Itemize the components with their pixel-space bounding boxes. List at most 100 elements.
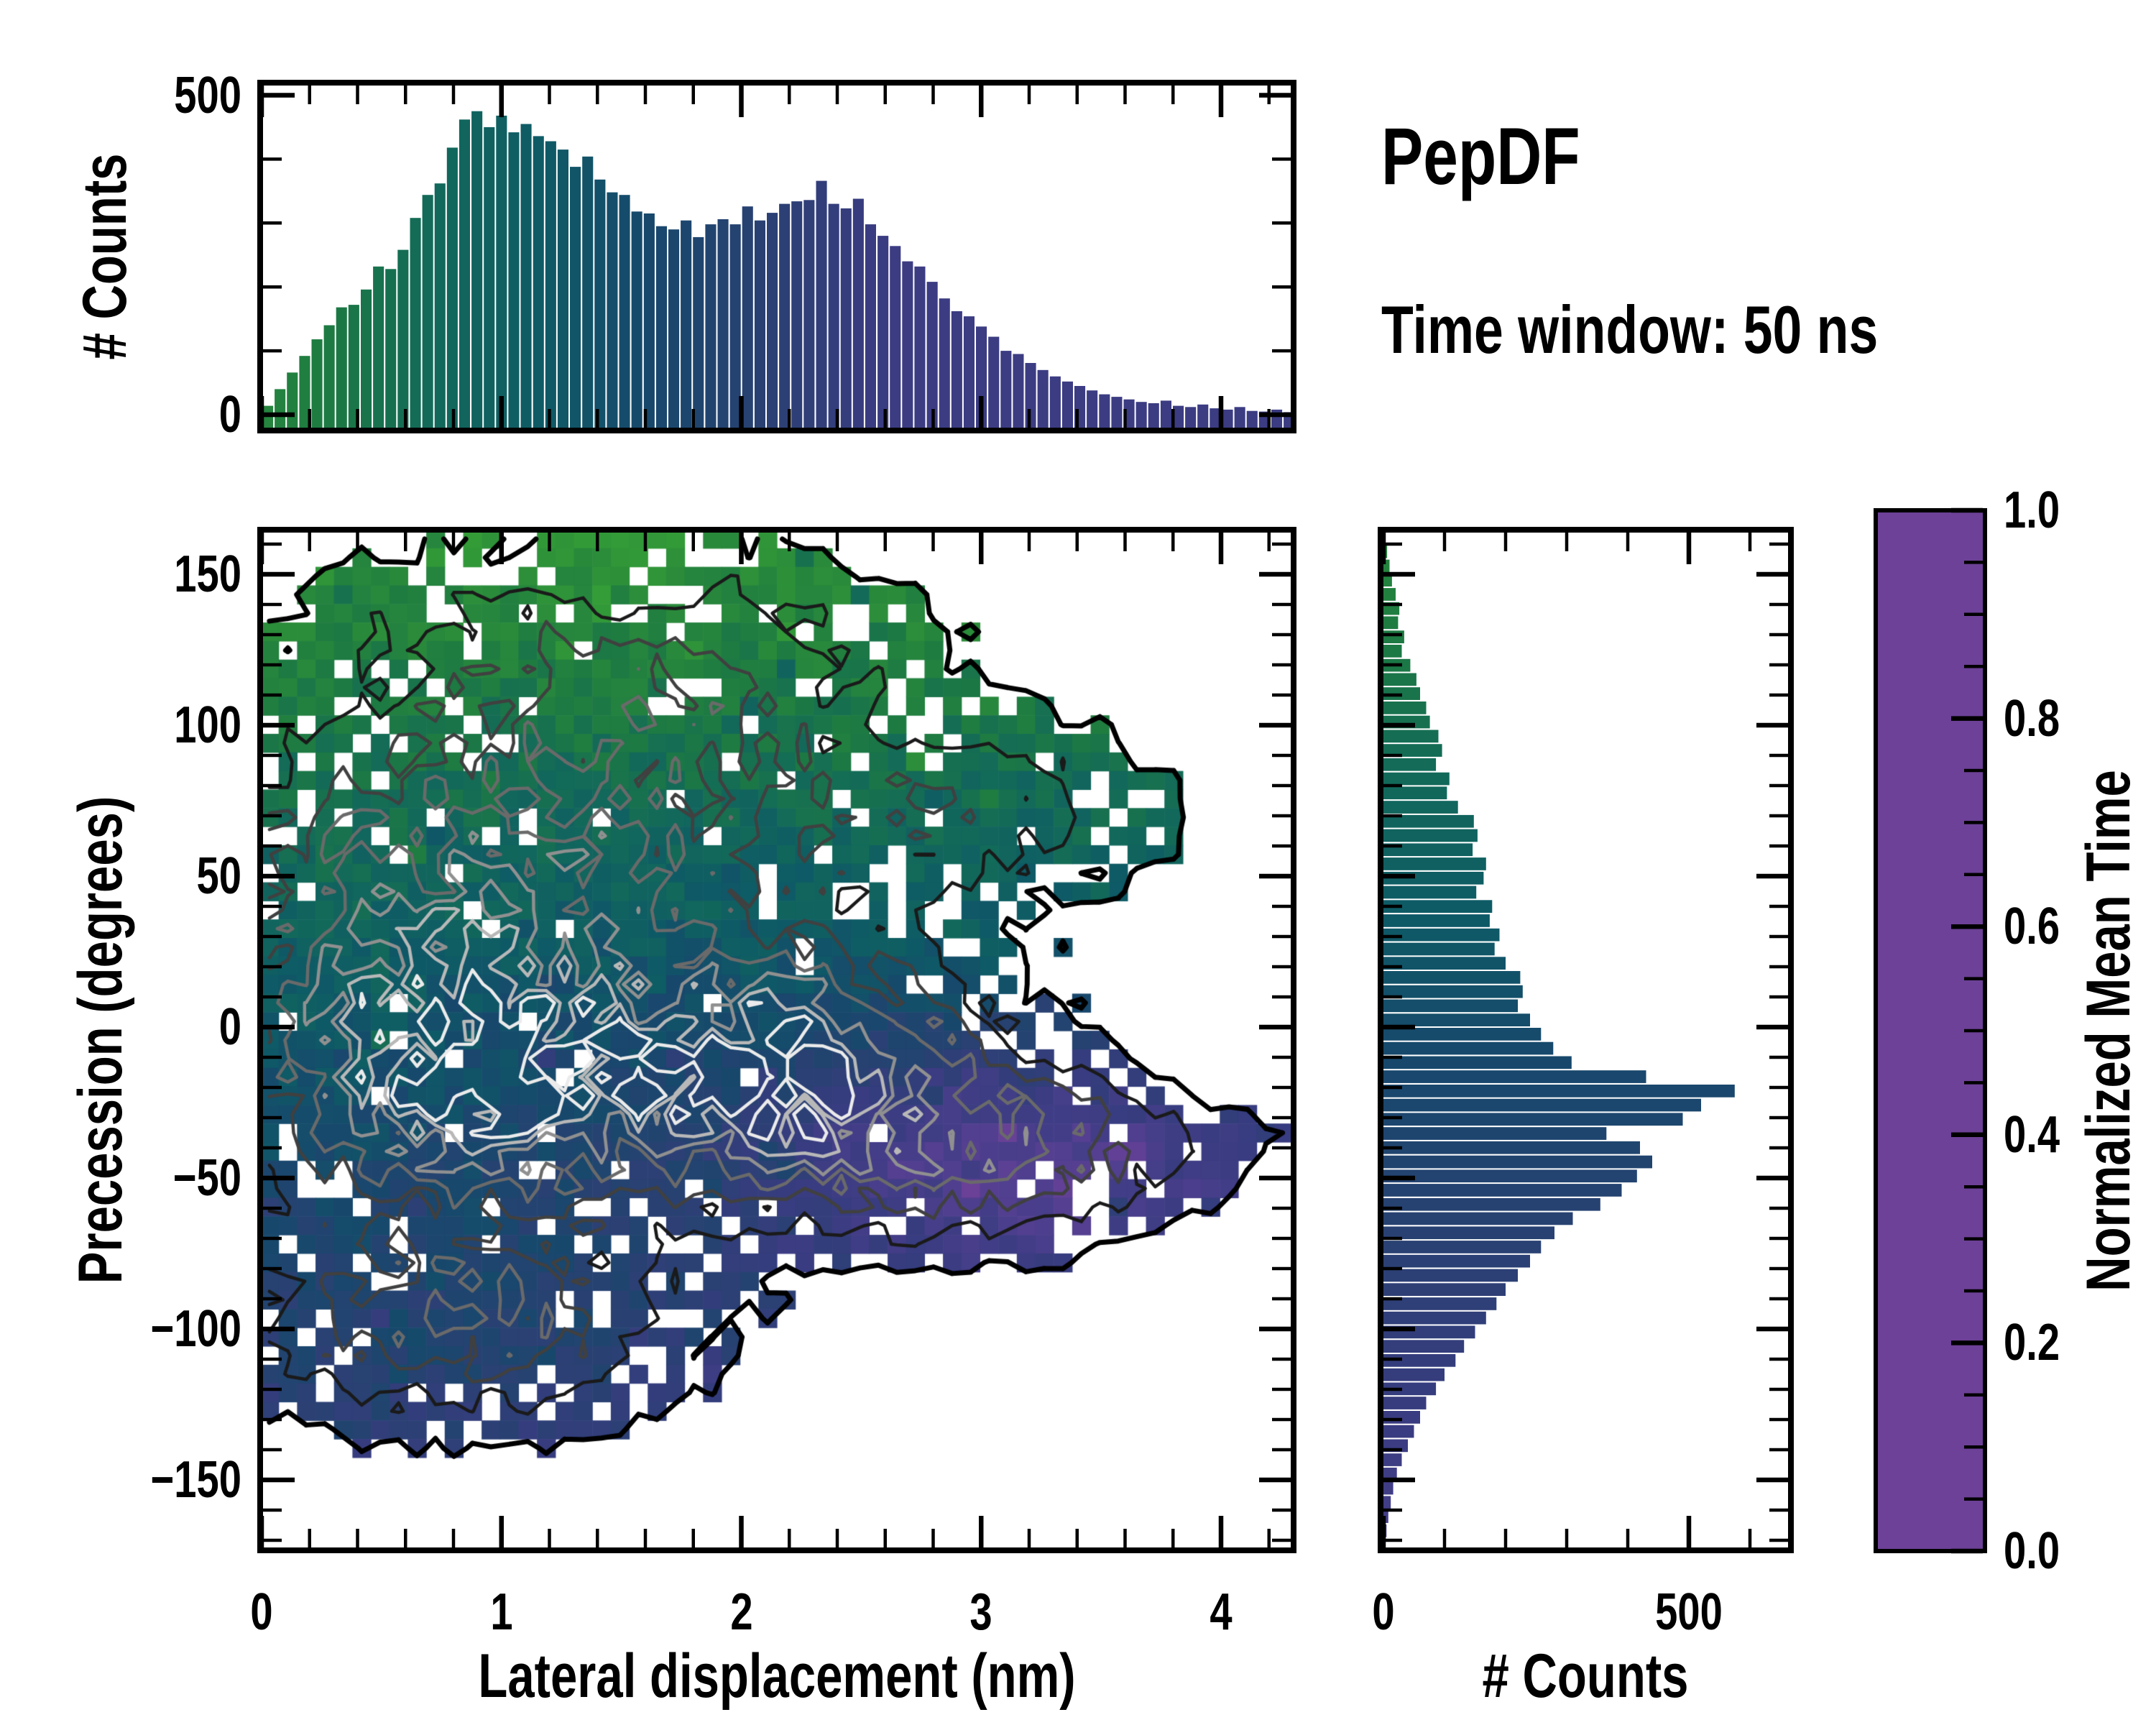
main-xlabel: Lateral displacement (nm) — [478, 1642, 1076, 1711]
bar — [1382, 1085, 1735, 1098]
bar — [1382, 1354, 1456, 1367]
bar — [1382, 772, 1450, 786]
bar — [496, 115, 507, 428]
main-y-tick-label: −150 — [150, 1451, 241, 1509]
bar — [1197, 404, 1209, 428]
bar — [1382, 1212, 1573, 1225]
bar — [1382, 1241, 1542, 1254]
bar — [520, 124, 532, 428]
bar — [1382, 1098, 1701, 1112]
bar — [963, 316, 975, 428]
bar — [1173, 405, 1184, 428]
bar — [816, 180, 827, 428]
bar — [1049, 376, 1061, 428]
heatmap-canvas — [260, 530, 1294, 1550]
main-y-tick-label: 150 — [174, 546, 241, 603]
main-frame — [257, 527, 1296, 1553]
colorbar — [1874, 507, 1987, 1554]
right-hist-frame — [1378, 527, 1794, 1553]
bar — [570, 167, 581, 428]
bar — [1382, 1496, 1391, 1509]
bar — [607, 192, 618, 428]
bar — [311, 339, 323, 428]
bar — [840, 208, 852, 428]
bar — [1382, 957, 1506, 970]
main-x-tick-label: 3 — [969, 1583, 992, 1641]
main-x-tick-label: 1 — [490, 1583, 513, 1641]
top-hist-y-tick-label: 0 — [218, 386, 241, 443]
bar — [902, 261, 913, 428]
bar — [287, 372, 298, 428]
bar — [1087, 390, 1098, 428]
bar — [1382, 1368, 1445, 1381]
figure-title: PepDF — [1381, 111, 1580, 201]
main-x-tick-label: 4 — [1210, 1583, 1233, 1641]
bar — [1382, 857, 1486, 870]
bar — [1382, 829, 1478, 842]
bar — [767, 213, 778, 428]
bar — [668, 229, 680, 428]
bar — [1210, 408, 1221, 428]
bar — [1382, 1041, 1554, 1055]
bar — [348, 305, 359, 428]
bar — [1382, 616, 1399, 630]
main-y-tick-label: 50 — [196, 847, 241, 905]
bar — [988, 336, 1000, 428]
bar — [1061, 381, 1073, 428]
bar — [939, 298, 950, 428]
bar — [594, 179, 606, 428]
colorbar-tick-label: 1.0 — [2004, 482, 2060, 539]
bar — [1382, 1184, 1622, 1197]
bar — [422, 195, 433, 428]
bar — [1382, 1028, 1542, 1041]
bar — [1382, 730, 1439, 743]
bar — [1382, 1169, 1637, 1183]
bar — [459, 119, 470, 428]
bar — [619, 195, 630, 428]
bar — [1382, 1056, 1572, 1070]
main-x-tick-label: 2 — [729, 1583, 753, 1641]
bar — [1000, 351, 1012, 428]
bar — [1382, 1397, 1427, 1409]
bar — [1382, 1155, 1652, 1169]
bar — [877, 236, 889, 428]
bar — [1382, 1481, 1393, 1495]
bar — [1382, 1283, 1506, 1296]
bar — [1382, 1127, 1607, 1140]
bar — [1382, 1340, 1465, 1353]
bar — [471, 111, 483, 428]
bar — [1382, 1467, 1397, 1481]
bar — [681, 220, 692, 428]
bar — [1382, 1070, 1646, 1083]
bar — [1382, 801, 1458, 814]
bar — [446, 147, 458, 428]
bar — [1382, 588, 1396, 601]
bar — [1382, 673, 1416, 686]
bar — [484, 126, 495, 428]
colorbar-tick-label: 0.4 — [2004, 1105, 2060, 1164]
bar — [1271, 409, 1283, 428]
top-hist-y-tick-label: 500 — [174, 66, 241, 124]
bar — [1382, 744, 1442, 757]
colorbar-label: Normalized Mean Time — [2074, 770, 2143, 1292]
bar — [705, 224, 717, 428]
bar — [791, 201, 803, 428]
right-hist-x-tick-label: 500 — [1655, 1583, 1723, 1641]
bar — [1382, 1382, 1437, 1396]
bar — [410, 218, 421, 428]
bar — [299, 356, 310, 428]
bar — [1382, 786, 1447, 800]
bar — [545, 141, 556, 428]
bar — [1382, 886, 1477, 899]
bar — [533, 136, 544, 428]
bar — [717, 219, 729, 428]
main-ylabel: Precession (degrees) — [66, 796, 135, 1284]
bar — [1234, 407, 1245, 428]
bar — [951, 311, 962, 428]
bar — [631, 211, 642, 428]
bar — [1382, 702, 1427, 714]
bar — [1382, 630, 1404, 643]
bar — [1382, 1226, 1554, 1240]
bar — [729, 224, 741, 428]
